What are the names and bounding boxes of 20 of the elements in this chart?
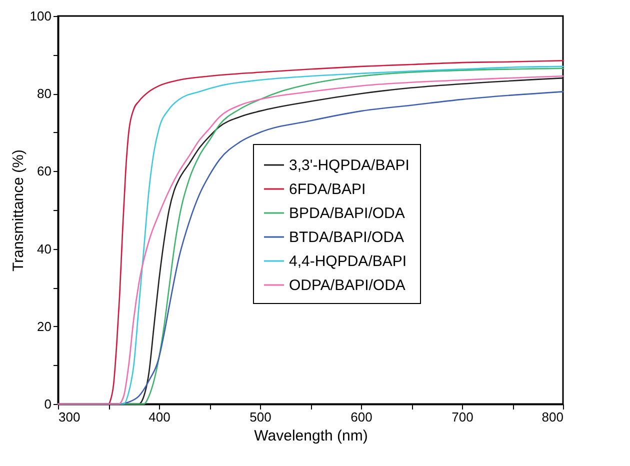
legend-label: BPDA/BAPI/ODA bbox=[289, 205, 405, 222]
x-tick-label: 500 bbox=[250, 410, 272, 424]
y-tick-label: 60 bbox=[37, 164, 52, 179]
legend-label: BTDA/BAPI/ODA bbox=[289, 229, 404, 246]
x-tick-label: 400 bbox=[148, 410, 170, 424]
y-tick-label: 0 bbox=[44, 396, 52, 412]
legend-label: 4,4-HQPDA/BAPI bbox=[289, 253, 407, 270]
y-axis-title: Transmittance (%) bbox=[10, 150, 27, 272]
legend-label: 3,3'-HQPDA/BAPI bbox=[289, 157, 410, 174]
y-tick-label: 20 bbox=[37, 318, 52, 334]
y-tick-label: 80 bbox=[37, 86, 52, 102]
x-tick-label: 700 bbox=[452, 410, 474, 424]
y-tick-label: 100 bbox=[30, 8, 52, 24]
x-tick-label: 800 bbox=[542, 410, 564, 424]
x-axis-title: Wavelength (nm) bbox=[254, 428, 368, 444]
x-tick-label: 600 bbox=[350, 410, 372, 424]
legend-label: 6FDA/BAPI bbox=[289, 181, 366, 198]
y-tick-label: 40 bbox=[37, 241, 52, 256]
legend-label: ODPA/BAPI/ODA bbox=[289, 277, 406, 294]
x-tick-label: 300 bbox=[58, 410, 80, 424]
